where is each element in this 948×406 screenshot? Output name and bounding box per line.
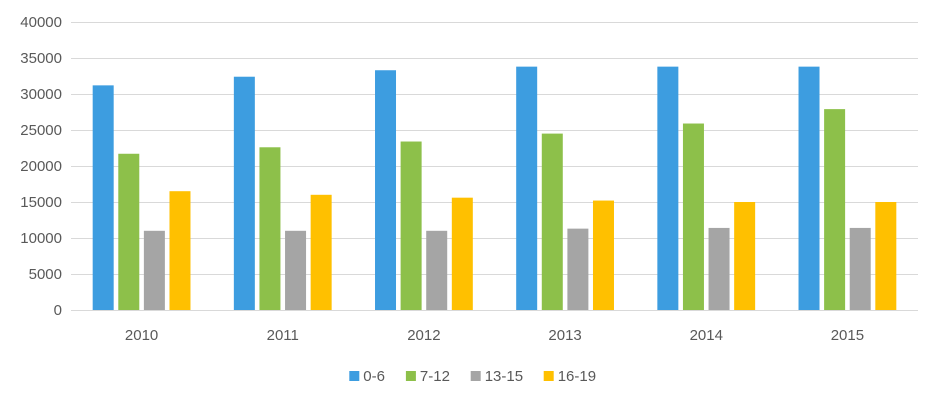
y-axis-tick-labels: 0 5000 10000 15000 20000 25000 30000 35000 40000 <box>20 14 62 319</box>
legend-entry-0-6: 0-6 <box>349 368 385 385</box>
y-tick-label: 40000 <box>20 14 62 31</box>
y-tick-label: 30000 <box>20 86 62 103</box>
y-tick-label: 15000 <box>20 194 62 211</box>
bar-16-19-2011 <box>310 194 332 310</box>
y-tick-label: 35000 <box>20 50 62 67</box>
bar-0-6-2014 <box>657 66 679 310</box>
legend: 0-6 7-12 13-15 16-19 <box>349 368 596 385</box>
bar-16-19-2012 <box>451 197 473 310</box>
y-tick-label: 0 <box>54 302 62 319</box>
bar-16-19-2010 <box>169 191 191 310</box>
legend-swatch <box>470 371 481 381</box>
x-tick-label: 2013 <box>548 327 581 344</box>
legend-label: 13-15 <box>485 368 523 385</box>
x-axis-tick-labels: 2010 2011 2012 2013 2014 2015 <box>125 327 864 344</box>
legend-swatch <box>543 371 554 381</box>
x-tick-label: 2011 <box>267 327 299 344</box>
bar-13-15-2013 <box>567 228 589 310</box>
bar-7-12-2011 <box>259 147 281 310</box>
legend-entry-7-12: 7-12 <box>405 368 450 385</box>
bar-13-15-2011 <box>285 230 307 310</box>
bar-7-12-2014 <box>682 123 704 311</box>
legend-swatch <box>405 371 416 381</box>
legend-label: 0-6 <box>363 368 385 385</box>
y-tick-label: 25000 <box>20 122 62 139</box>
bar-13-15-2014 <box>708 227 730 310</box>
y-tick-label: 20000 <box>20 158 62 175</box>
bar-0-6-2010 <box>92 85 114 310</box>
bar-13-15-2010 <box>143 230 165 310</box>
x-tick-label: 2015 <box>831 327 864 344</box>
bar-7-12-2013 <box>541 133 563 310</box>
bar-0-6-2012 <box>375 70 397 311</box>
bar-16-19-2013 <box>592 200 614 310</box>
bar-16-19-2014 <box>734 202 756 310</box>
bar-0-6-2013 <box>516 66 538 310</box>
legend-label: 7-12 <box>420 368 450 385</box>
legend-entry-16-19: 16-19 <box>543 368 596 385</box>
bar-7-12-2010 <box>118 153 140 310</box>
legend-label: 16-19 <box>558 368 596 385</box>
x-tick-label: 2012 <box>407 327 440 344</box>
x-tick-label: 2010 <box>125 327 158 344</box>
bar-0-6-2011 <box>233 76 255 310</box>
legend-swatch <box>349 371 360 381</box>
gridlines <box>71 22 918 311</box>
legend-entry-13-15: 13-15 <box>470 368 523 385</box>
bar-0-6-2015 <box>798 66 820 310</box>
x-tick-label: 2014 <box>690 327 723 344</box>
bar-13-15-2012 <box>426 230 448 310</box>
bars <box>92 66 897 311</box>
bar-7-12-2012 <box>400 141 422 310</box>
y-tick-label: 10000 <box>20 230 62 247</box>
bar-16-19-2015 <box>875 202 897 310</box>
y-tick-label: 5000 <box>29 266 62 283</box>
bar-13-15-2015 <box>849 227 871 310</box>
bar-7-12-2015 <box>824 109 846 311</box>
